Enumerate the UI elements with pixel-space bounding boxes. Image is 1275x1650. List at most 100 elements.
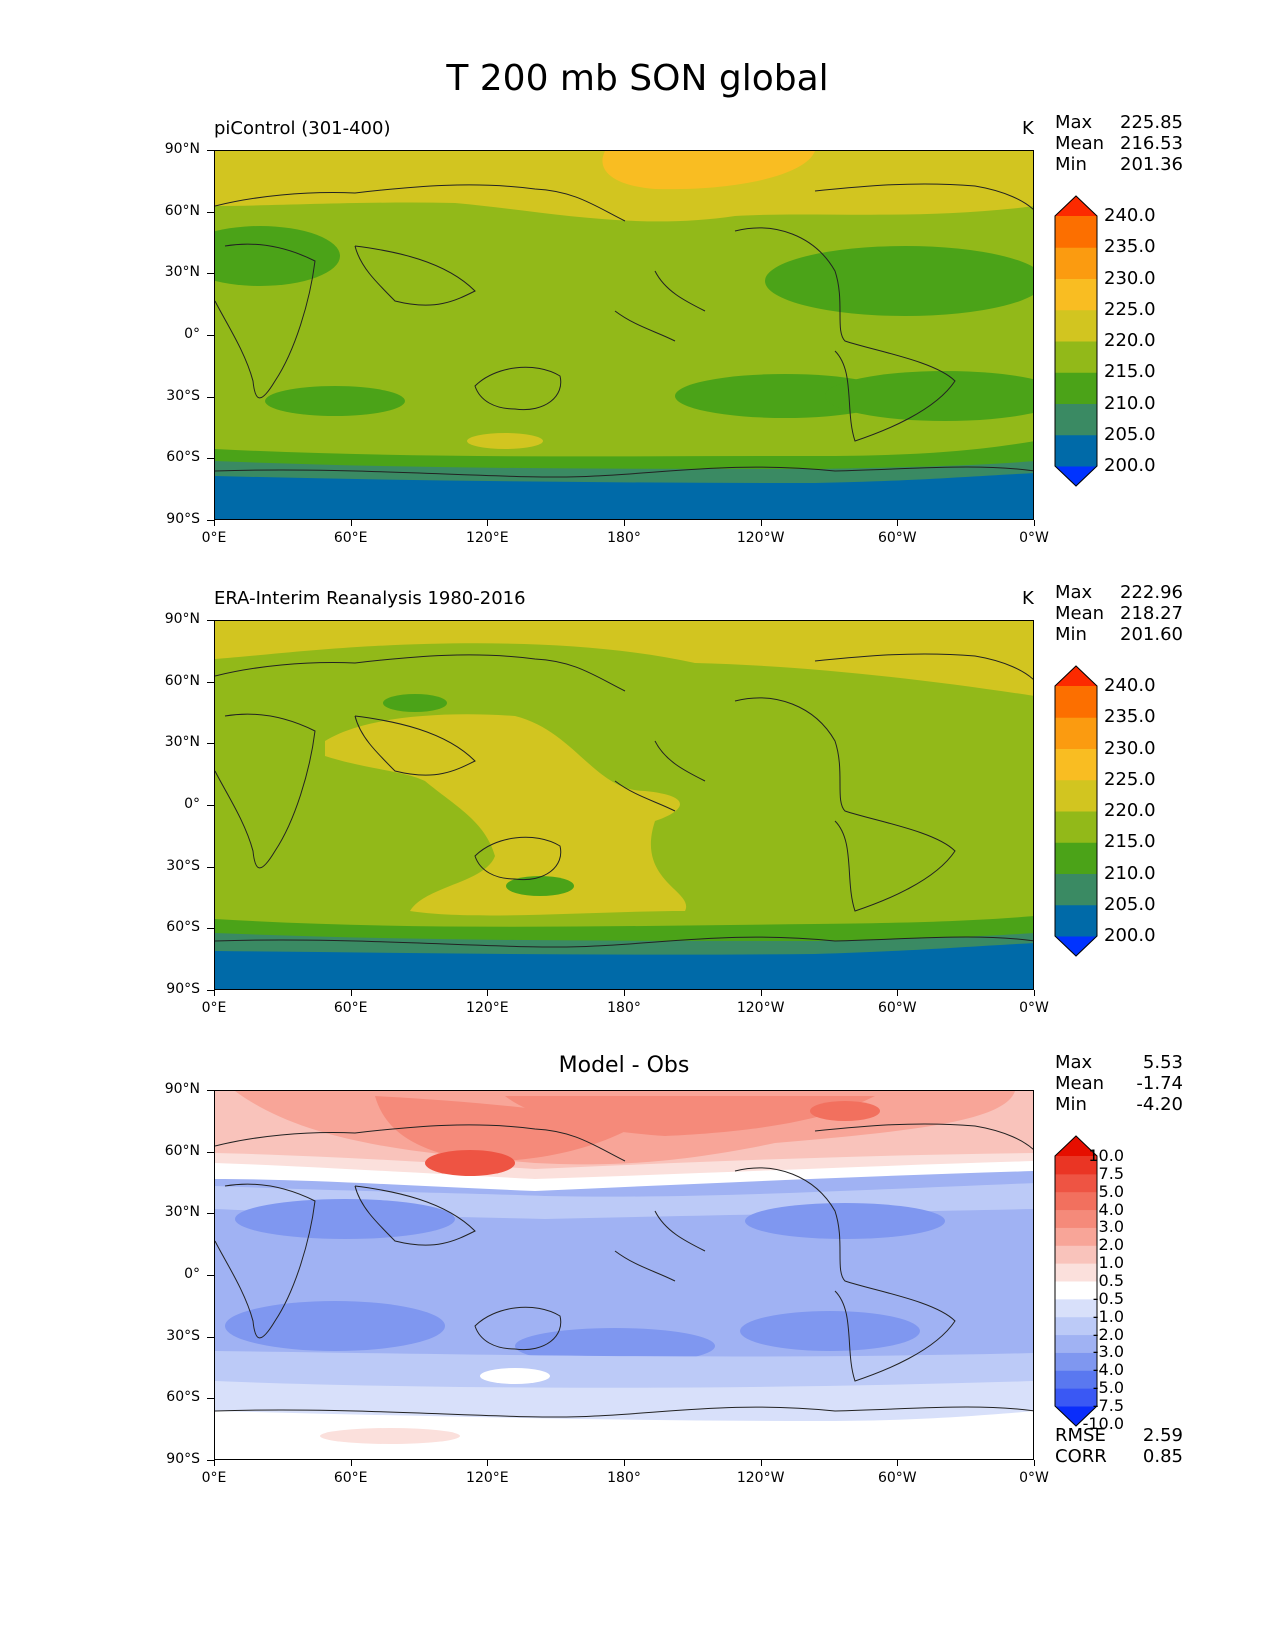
y-tick-label: 60°N [164, 202, 200, 219]
x-tick-label: 60°W [877, 1000, 917, 1016]
y-tick [207, 866, 214, 868]
y-tick [207, 458, 214, 460]
colorbar-label: 3.0 [1098, 1217, 1124, 1237]
colorbar-label: 5.0 [1098, 1181, 1124, 1201]
colorbar-label: 200.0 [1104, 925, 1156, 946]
colorbar-segment [1055, 434, 1097, 467]
panel-picontrol: piControl (301-400) K Max 225.85 Mean 216.… [0, 0, 1275, 546]
corr-label: CORR [1055, 1446, 1107, 1467]
colorbar-outline [1054, 195, 1098, 487]
field-cool-america [765, 246, 1033, 316]
colorbar-label: 10.0 [1088, 1146, 1124, 1165]
field-pos-arctic [810, 1101, 880, 1121]
x-tick-label: 0°W [1019, 1470, 1049, 1486]
y-tick-label: 90°S [166, 1451, 200, 1467]
field-cool-atlantic [215, 226, 340, 286]
map-difference [214, 1090, 1034, 1460]
colorbar-segment [1055, 216, 1097, 248]
units-label: K [1022, 588, 1034, 609]
field-warm-tropical [325, 714, 687, 916]
field-arctic-warm [602, 151, 815, 190]
colorbar-segment [1055, 873, 1097, 906]
y-tick-label: 30°N [164, 1204, 200, 1221]
colorbar-label: 225.0 [1104, 768, 1156, 790]
stat-max-label: Max [1055, 1052, 1093, 1073]
stat-min-value: 201.60 [1120, 624, 1183, 645]
colorbar-label: 220.0 [1104, 800, 1156, 821]
y-tick-label: 90°S [166, 981, 200, 997]
x-tick-label: 120°E [466, 530, 509, 546]
x-tick [897, 520, 899, 526]
field-antarctic [215, 943, 1033, 989]
field-pos-antarctic [320, 1428, 460, 1444]
panel-era-interim: ERA-Interim Reanalysis 1980-2016 K Max 22… [0, 470, 1275, 1016]
colorbar-segment [1055, 779, 1097, 812]
colorbar-segment [1055, 278, 1097, 311]
colorbar [1054, 1135, 1098, 1427]
y-tick [207, 1275, 214, 1276]
y-tick-label: 30°S [166, 387, 200, 404]
stat-mean-value: 216.53 [1120, 133, 1183, 154]
y-tick [207, 1090, 214, 1091]
x-tick-label: 60°W [877, 530, 917, 546]
y-tick-label: 90°N [164, 611, 200, 627]
colorbar-label: 7.5 [1098, 1163, 1124, 1183]
y-tick [207, 396, 214, 398]
stat-max-value: 225.85 [1120, 112, 1183, 133]
rmse-label: RMSE [1055, 1425, 1106, 1446]
colorbar-outline [1054, 1135, 1098, 1427]
colorbar-segment [1055, 1227, 1097, 1246]
colorbar-segment [1055, 842, 1097, 874]
x-tick [897, 1460, 899, 1466]
y-tick-label: 30°N [164, 734, 200, 751]
colorbar-label: -4.0 [1092, 1360, 1124, 1380]
y-tick-label: 0° [184, 326, 200, 342]
corr-value: 0.85 [1142, 1446, 1183, 1467]
colorbar-segment [1055, 1298, 1097, 1318]
x-tick-label: 180° [607, 1000, 641, 1016]
field-cool-australia [506, 876, 574, 896]
x-tick-label: 0°E [201, 1000, 227, 1016]
colorbar-segment [1055, 1352, 1097, 1371]
stat-max-label: Max [1055, 582, 1093, 603]
colorbar-label: 210.0 [1104, 862, 1156, 884]
metrics-box: RMSE 2.59 CORR 0.85 [1055, 1425, 1183, 1467]
x-tick [1034, 520, 1035, 526]
stat-mean-value: -1.74 [1136, 1073, 1183, 1094]
y-tick-label: 0° [184, 1266, 200, 1282]
x-tick [897, 990, 899, 996]
colorbar-label: 235.0 [1104, 236, 1156, 258]
field-antarctic [215, 473, 1033, 519]
y-tick-label: 90°N [164, 141, 200, 157]
y-tick [207, 1151, 214, 1153]
field-cool-central-asia [383, 694, 447, 712]
colorbar-label: -10.0 [1082, 1413, 1124, 1433]
colorbar-extend-max [1055, 666, 1097, 686]
field-neg-america [745, 1203, 945, 1239]
field-antarctic [215, 1411, 1033, 1459]
y-tick [207, 990, 214, 991]
x-tick [624, 520, 625, 526]
y-tick [207, 273, 214, 275]
colorbar-segment [1055, 341, 1097, 373]
x-tick-label: 180° [607, 530, 641, 546]
x-tick [624, 990, 625, 996]
stat-min-value: 201.36 [1120, 154, 1183, 175]
colorbar-label: -3.0 [1092, 1342, 1124, 1362]
panel-model-minus-obs: Model - Obs Max 5.53 Mean -1.74 Min -4.20 [0, 940, 1275, 1486]
x-tick [624, 1460, 625, 1466]
colorbar-segment [1055, 1156, 1097, 1175]
colorbar-label: 1.0 [1098, 1253, 1124, 1273]
field-pos-max [425, 1150, 515, 1176]
colorbar-segment [1055, 904, 1097, 937]
stat-max-value: 222.96 [1120, 582, 1183, 603]
y-tick-label: 90°S [166, 511, 200, 527]
colorbar-segment [1055, 1245, 1097, 1264]
y-tick [207, 1398, 214, 1400]
coastlines [215, 183, 1033, 478]
y-tick [207, 335, 214, 336]
x-tick-label: 120°W [736, 1000, 785, 1016]
colorbar-label: -1.0 [1092, 1306, 1124, 1326]
colorbar-segment [1055, 1316, 1097, 1336]
colorbar-segment [1055, 1191, 1097, 1211]
